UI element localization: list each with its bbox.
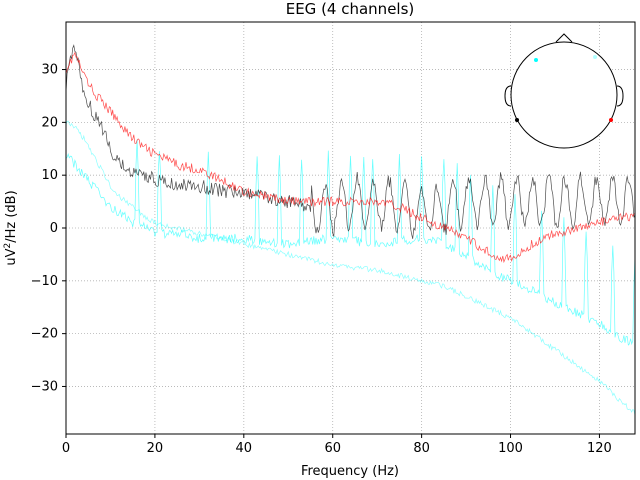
x-tick-label: 60 xyxy=(324,441,341,456)
x-tick-label: 80 xyxy=(413,441,430,456)
x-tick-label: 40 xyxy=(236,441,253,456)
y-axis-label: uV2/Hz (dB) xyxy=(3,190,19,265)
y-tick-label: 20 xyxy=(41,115,58,130)
y-axis-label-sup: 2 xyxy=(3,243,13,249)
y-tick-label: 30 xyxy=(41,63,58,78)
y-tick-label: −20 xyxy=(31,327,58,342)
y-tick-label: 10 xyxy=(41,168,58,183)
psd-series-line xyxy=(66,44,635,239)
head-right-ear xyxy=(616,85,624,107)
series-group xyxy=(66,44,635,416)
y-tick-label: −10 xyxy=(31,274,58,289)
plot-frame xyxy=(65,21,636,435)
psd-series-line xyxy=(66,51,635,264)
chart-title: EEG (4 channels) xyxy=(286,0,415,18)
y-axis-label-rest: /Hz (dB) xyxy=(4,190,19,242)
sensor-layout-inset xyxy=(504,33,624,149)
y-tick-label: 0 xyxy=(50,221,58,236)
head-outline xyxy=(510,41,618,149)
x-tick-label: 120 xyxy=(587,441,612,456)
psd-series-line xyxy=(66,120,635,416)
sensor-marker xyxy=(593,55,597,59)
x-tick-label: 100 xyxy=(498,441,523,456)
psd-series-line xyxy=(66,139,635,346)
sensor-marker xyxy=(534,58,538,62)
y-tick-label: −30 xyxy=(31,379,58,394)
y-axis-ticks: −30 −20 −10 0 10 20 30 xyxy=(31,63,66,394)
y-axis-label-unit: uV xyxy=(4,248,19,265)
x-tick-label: 0 xyxy=(62,441,70,456)
head-nose xyxy=(555,33,573,43)
sensor-marker xyxy=(609,118,613,122)
x-axis-label: Frequency (Hz) xyxy=(301,464,399,479)
head-left-ear xyxy=(504,85,512,107)
sensor-marker xyxy=(515,118,519,122)
x-axis-ticks: 0 20 40 60 80 100 120 xyxy=(62,434,612,456)
x-tick-label: 20 xyxy=(147,441,164,456)
